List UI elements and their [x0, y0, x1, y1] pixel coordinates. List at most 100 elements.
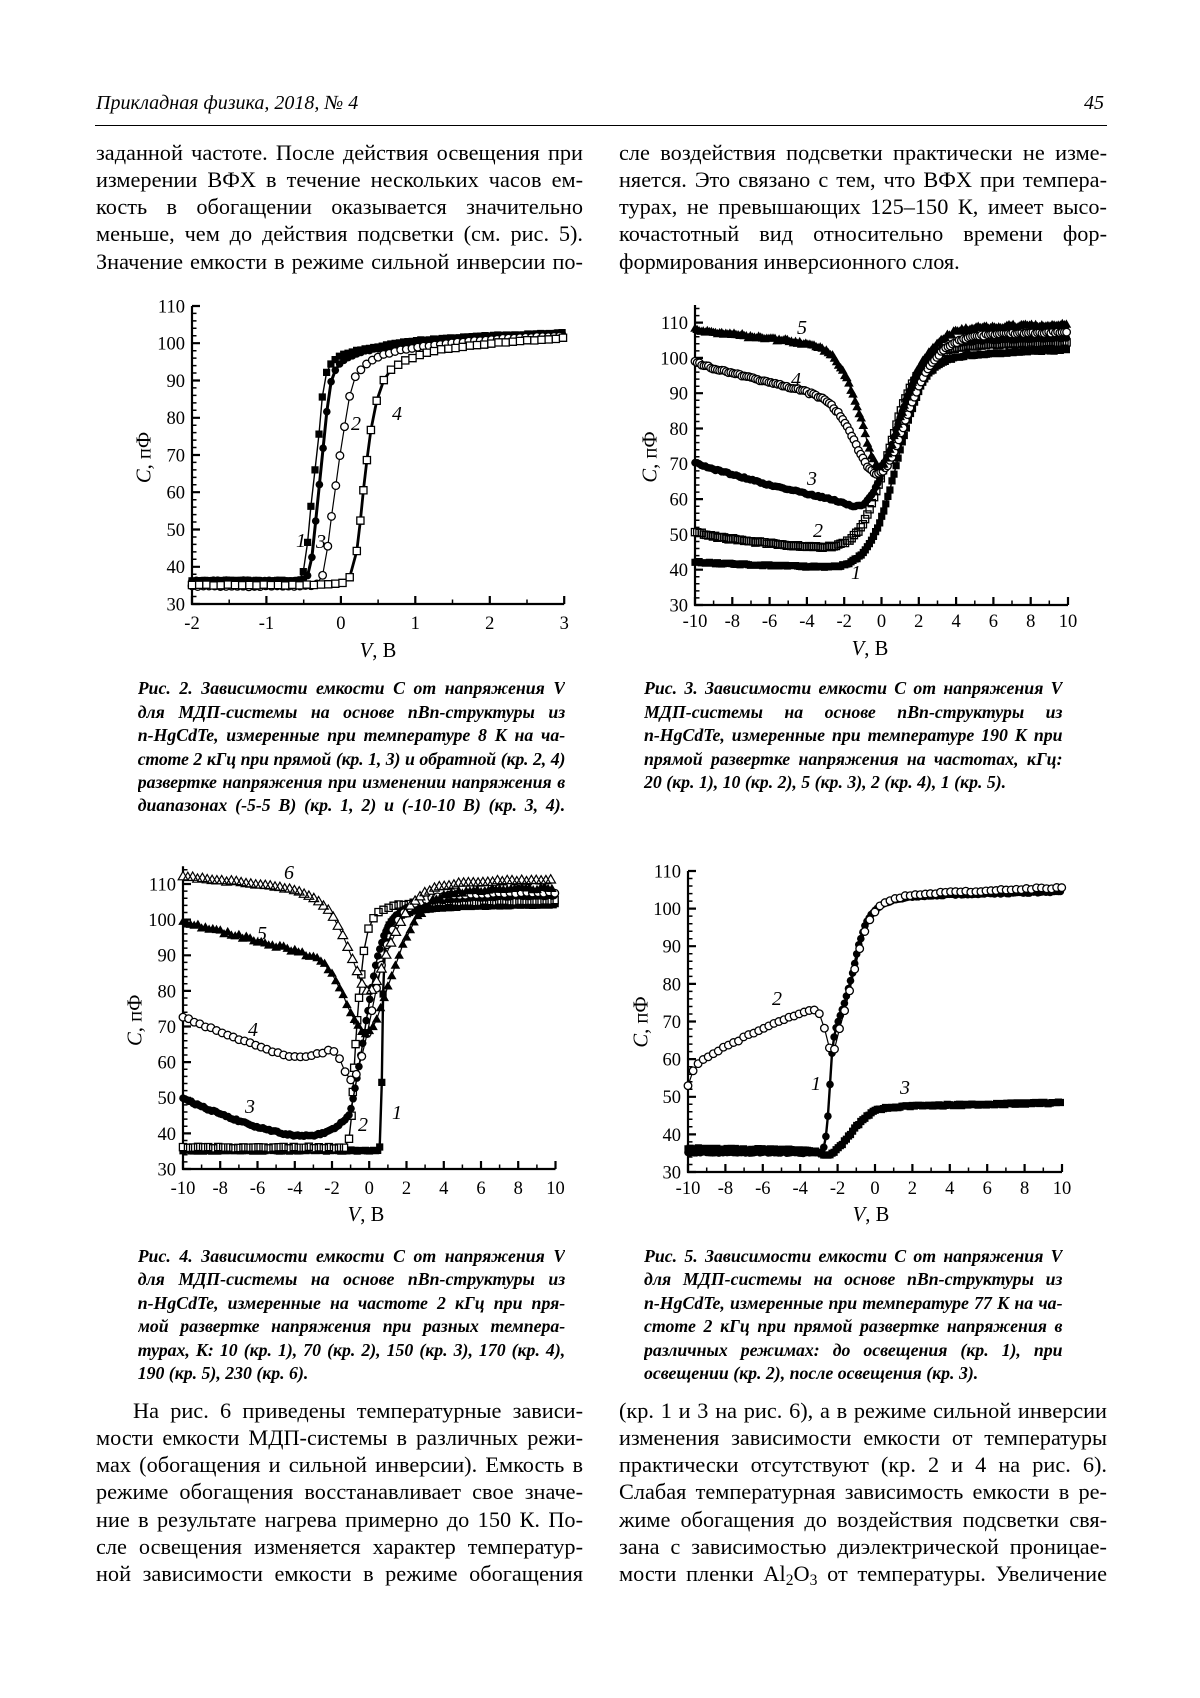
svg-text:1: 1	[392, 1102, 402, 1124]
svg-text:3: 3	[806, 468, 817, 490]
svg-text:4: 4	[791, 369, 801, 391]
svg-text:10: 10	[1059, 612, 1078, 632]
svg-text:8: 8	[1026, 612, 1035, 632]
svg-text:80: 80	[663, 975, 682, 995]
svg-text:3: 3	[315, 531, 326, 553]
svg-text:-10: -10	[676, 1179, 701, 1199]
svg-text:1: 1	[851, 562, 861, 584]
svg-text:40: 40	[663, 1126, 682, 1146]
svg-text:0: 0	[336, 614, 345, 634]
svg-text:C, пФ: C, пФ	[640, 431, 662, 482]
svg-text:-10: -10	[683, 612, 708, 632]
svg-text:40: 40	[167, 558, 186, 578]
svg-text:70: 70	[167, 446, 186, 466]
svg-text:90: 90	[670, 385, 689, 405]
svg-text:1: 1	[296, 530, 306, 552]
svg-text:V, В: V, В	[348, 1204, 385, 1226]
svg-text:60: 60	[158, 1054, 177, 1074]
svg-text:80: 80	[158, 982, 177, 1002]
svg-text:90: 90	[663, 938, 682, 958]
svg-text:-6: -6	[762, 612, 777, 632]
svg-text:2: 2	[358, 1114, 368, 1136]
svg-text:30: 30	[670, 596, 689, 616]
svg-text:110: 110	[158, 297, 185, 317]
svg-text:70: 70	[158, 1018, 177, 1038]
svg-text:6: 6	[983, 1179, 992, 1199]
svg-text:70: 70	[663, 1013, 682, 1033]
svg-text:3: 3	[899, 1077, 910, 1099]
svg-text:4: 4	[248, 1019, 258, 1041]
svg-text:2: 2	[485, 614, 494, 634]
svg-text:-2: -2	[324, 1179, 339, 1199]
svg-text:6: 6	[284, 862, 294, 884]
svg-text:-1: -1	[259, 614, 274, 634]
svg-text:-2: -2	[836, 612, 851, 632]
svg-text:60: 60	[663, 1051, 682, 1071]
svg-text:3: 3	[244, 1096, 255, 1118]
svg-text:1: 1	[411, 614, 420, 634]
svg-text:8: 8	[514, 1179, 523, 1199]
svg-text:V, В: V, В	[360, 640, 397, 662]
svg-text:C, пФ: C, пФ	[630, 996, 652, 1047]
svg-text:C, пФ: C, пФ	[134, 432, 156, 483]
svg-text:30: 30	[158, 1160, 177, 1180]
svg-text:4: 4	[439, 1179, 448, 1199]
svg-text:40: 40	[670, 561, 689, 581]
svg-text:-6: -6	[250, 1179, 265, 1199]
svg-text:50: 50	[167, 521, 186, 541]
svg-text:4: 4	[951, 612, 960, 632]
svg-text:90: 90	[158, 947, 177, 967]
svg-text:V, В: V, В	[852, 638, 889, 660]
svg-text:6: 6	[476, 1179, 485, 1199]
svg-text:100: 100	[653, 900, 681, 920]
svg-text:90: 90	[167, 372, 186, 392]
svg-text:2: 2	[813, 520, 823, 542]
svg-text:0: 0	[870, 1179, 879, 1199]
svg-text:-8: -8	[212, 1179, 227, 1199]
svg-text:-4: -4	[799, 612, 814, 632]
svg-text:-6: -6	[755, 1179, 770, 1199]
svg-text:2: 2	[772, 988, 782, 1010]
svg-text:-8: -8	[725, 612, 740, 632]
svg-text:110: 110	[654, 862, 681, 882]
svg-text:0: 0	[877, 612, 886, 632]
svg-text:5: 5	[257, 923, 267, 945]
svg-text:10: 10	[1053, 1179, 1072, 1199]
svg-text:60: 60	[670, 491, 689, 511]
svg-text:8: 8	[1020, 1179, 1029, 1199]
svg-text:6: 6	[989, 612, 998, 632]
svg-text:-4: -4	[792, 1179, 807, 1199]
svg-text:100: 100	[157, 335, 185, 355]
svg-text:50: 50	[158, 1089, 177, 1109]
svg-text:60: 60	[167, 484, 186, 504]
svg-text:-2: -2	[830, 1179, 845, 1199]
svg-text:30: 30	[167, 595, 186, 615]
svg-text:50: 50	[670, 526, 689, 546]
svg-text:4: 4	[392, 403, 402, 425]
svg-text:10: 10	[546, 1179, 565, 1199]
svg-text:2: 2	[908, 1179, 917, 1199]
svg-text:-10: -10	[171, 1179, 196, 1199]
svg-text:-4: -4	[287, 1179, 302, 1199]
svg-text:100: 100	[148, 911, 176, 931]
svg-text:4: 4	[945, 1179, 954, 1199]
svg-text:3: 3	[560, 614, 569, 634]
svg-text:-2: -2	[184, 614, 199, 634]
svg-text:100: 100	[660, 349, 688, 369]
svg-text:80: 80	[670, 420, 689, 440]
svg-text:V, В: V, В	[853, 1204, 890, 1226]
svg-text:110: 110	[149, 875, 176, 895]
svg-text:1: 1	[811, 1073, 821, 1095]
svg-text:30: 30	[663, 1163, 682, 1183]
svg-text:50: 50	[663, 1088, 682, 1108]
svg-text:80: 80	[167, 409, 186, 429]
svg-text:5: 5	[797, 317, 807, 339]
svg-text:40: 40	[158, 1125, 177, 1145]
svg-text:70: 70	[670, 455, 689, 475]
svg-text:C, пФ: C, пФ	[125, 995, 147, 1046]
svg-text:0: 0	[365, 1179, 374, 1199]
svg-text:110: 110	[661, 314, 688, 334]
svg-text:2: 2	[914, 612, 923, 632]
svg-text:2: 2	[351, 413, 361, 435]
svg-text:-8: -8	[718, 1179, 733, 1199]
